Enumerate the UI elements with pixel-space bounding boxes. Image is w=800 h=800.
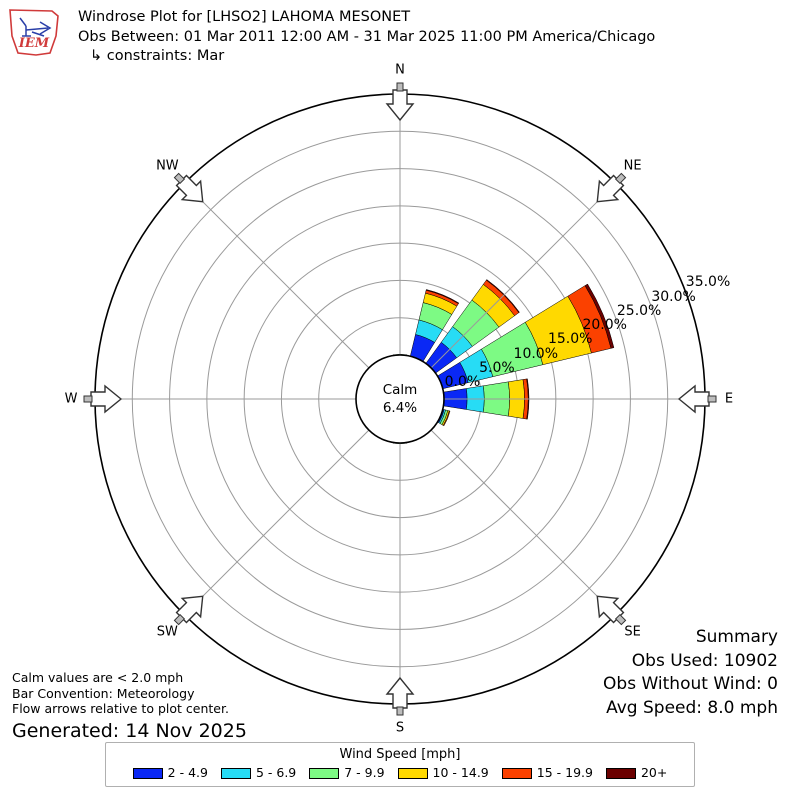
iem-logo: IEM xyxy=(9,9,59,56)
page-title: Windrose Plot for [LHSO2] LAHOMA MESONET… xyxy=(78,8,655,67)
legend-swatch-icon xyxy=(132,767,163,779)
footnote-convention: Bar Convention: Meteorology xyxy=(12,685,195,701)
direction-label-s: S xyxy=(395,720,405,736)
legend-item[interactable]: 2 - 4.9 xyxy=(132,765,208,780)
legend-swatch-icon xyxy=(309,767,340,779)
footnotes-block: Calm values are < 2.0 mph Bar Convention… xyxy=(12,670,247,744)
windrose-bar-segment xyxy=(425,289,460,304)
legend-label: 5 - 6.9 xyxy=(255,765,297,780)
generated-timestamp: Generated: 14 Nov 2025 xyxy=(12,719,247,742)
flow-arrow-tail xyxy=(396,82,404,92)
legend-item[interactable]: 20+ xyxy=(605,765,668,780)
summary-obs-without-wind: Obs Without Wind: 0 xyxy=(603,674,778,694)
footnote-calm: Calm values are < 2.0 mph xyxy=(12,670,184,685)
legend-item[interactable]: 15 - 19.9 xyxy=(501,765,593,780)
title-line-1: Windrose Plot for [LHSO2] LAHOMA MESONET xyxy=(78,9,411,25)
legend-swatch-icon xyxy=(397,767,428,779)
legend-label: 2 - 4.9 xyxy=(167,765,208,780)
flow-arrow-tail xyxy=(396,706,404,716)
legend-swatch-icon xyxy=(605,767,636,779)
legend-label: 10 - 14.9 xyxy=(432,765,489,780)
flow-arrow-tail xyxy=(614,172,627,185)
legend-title: Wind Speed [mph] xyxy=(339,747,461,762)
summary-avg-speed: Avg Speed: 8.0 mph xyxy=(606,697,778,718)
summary-block: Summary Obs Used: 10902 Obs Without Wind… xyxy=(603,626,778,720)
radial-tick-250: 25.0% xyxy=(616,302,662,319)
flow-arrow-tail xyxy=(614,613,627,626)
legend-label: 15 - 19.9 xyxy=(536,765,593,780)
calm-circle xyxy=(355,354,445,444)
summary-obs-used: Obs Used: 10902 xyxy=(631,650,778,671)
legend-items: 2 - 4.9 5 - 6.9 7 - 9.9 10 - 14.9 15 - 19.9 2… xyxy=(112,766,688,780)
direction-label-se: SE xyxy=(624,624,641,640)
legend-label: 7 - 9.9 xyxy=(344,765,385,780)
title-line-2: Obs Between: 01 Mar 2011 12:00 AM - 31 M… xyxy=(78,28,656,45)
legend-item[interactable]: 10 - 14.9 xyxy=(397,765,489,780)
flow-arrow-tail xyxy=(83,395,93,403)
direction-label-n: N xyxy=(395,62,405,78)
flow-arrows xyxy=(83,82,717,716)
windrose-bar-segment xyxy=(584,283,615,349)
direction-label-sw: SW xyxy=(156,624,178,640)
windrose-bar-segment xyxy=(442,410,451,427)
legend-item[interactable]: 5 - 6.9 xyxy=(220,765,297,780)
radial-tick-50: 5.0% xyxy=(479,359,515,376)
calm-circle-shape xyxy=(355,354,445,444)
direction-label-w: W xyxy=(64,391,78,407)
calm-value: 6.4% xyxy=(382,400,418,416)
radial-tick-300: 30.0% xyxy=(651,288,696,305)
direction-label-e: E xyxy=(724,391,734,407)
direction-label-ne: NE xyxy=(623,158,642,174)
windrose-bars xyxy=(392,279,615,444)
radial-tick-150: 15.0% xyxy=(547,331,593,348)
direction-label-nw: NW xyxy=(156,158,179,174)
title-line-3: ↳ constraints: Mar xyxy=(90,48,225,64)
radial-tick-100: 10.0% xyxy=(513,345,559,362)
legend-swatch-icon xyxy=(501,767,532,779)
legend: Wind Speed [mph] 2 - 4.9 5 - 6.9 7 - 9.9 10… xyxy=(105,742,695,787)
summary-title: Summary xyxy=(695,627,778,647)
legend-label: 20+ xyxy=(640,765,668,780)
svg-text:IEM: IEM xyxy=(18,36,50,51)
calm-center-text: Calm 6.4% xyxy=(383,381,418,417)
calm-label: Calm xyxy=(382,382,418,398)
footnote-flow-arrows: Flow arrows relative to plot center. xyxy=(12,701,229,716)
radial-tick-200: 20.0% xyxy=(582,317,627,334)
radial-tick-00: 0.0% xyxy=(444,374,481,391)
windrose-bar-segment xyxy=(526,378,530,420)
legend-item[interactable]: 7 - 9.9 xyxy=(309,765,385,780)
flow-arrow-tail xyxy=(173,613,186,626)
legend-swatch-icon xyxy=(220,767,251,779)
flow-arrow-tail xyxy=(173,172,186,185)
radial-tick-350: 35.0% xyxy=(685,274,731,291)
flow-arrow-tail xyxy=(707,395,717,403)
windrose-bar-segment xyxy=(486,279,520,313)
polar-spokes xyxy=(95,94,705,704)
